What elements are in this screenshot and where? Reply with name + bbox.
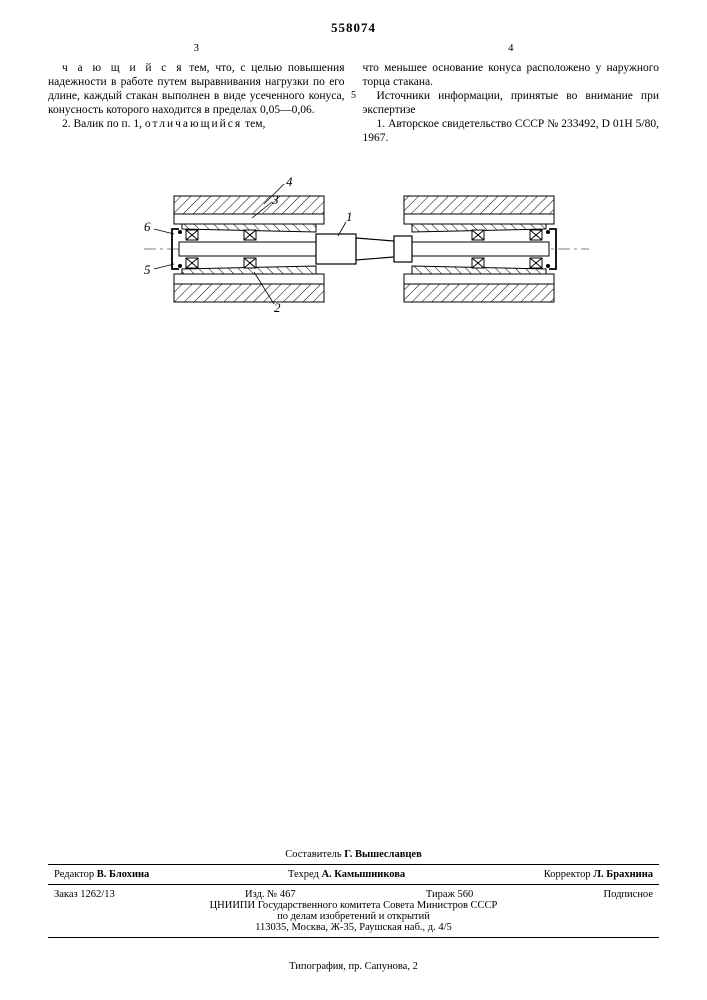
claim-2: 2. Валик по п. 1, отличающийся тем, — [48, 117, 345, 131]
izd-no: Изд. № 467 — [245, 889, 296, 900]
col-num-right: 4 — [363, 42, 660, 55]
mechanical-drawing: 4 3 1 2 6 5 — [94, 174, 614, 324]
left-column: 3 ч а ю щ и й с я тем, что, с целью повы… — [48, 42, 345, 146]
corrector: Корректор Л. Брахнина — [544, 869, 653, 880]
callout-6: 6 — [144, 219, 151, 234]
tirazh: Тираж 560 — [426, 889, 473, 900]
claim-1-cont: ч а ю щ и й с я тем, что, с целью повыше… — [48, 61, 345, 117]
address: 113035, Москва, Ж-35, Раушская наб., д. … — [48, 922, 659, 933]
col-num-left: 3 — [48, 42, 345, 55]
right-p1: что меньшее основание конуса расположено… — [363, 61, 660, 89]
org1: ЦНИИПИ Государственного комитета Совета … — [48, 900, 659, 911]
right-p2: Источники информации, принятые во вни­ма… — [363, 89, 660, 117]
right-p3: 1. Авторское свидетельство СССР № 233492… — [363, 117, 660, 145]
claim2-pre: 2. Валик по п. 1, — [62, 118, 145, 130]
callout-4: 4 — [286, 174, 293, 189]
callout-3: 3 — [271, 192, 279, 207]
claim-word: ч а ю щ и й с я — [62, 62, 183, 74]
compiler-name: Г. Вышеславцев — [344, 849, 421, 860]
podpisnoe: Подписное — [604, 889, 653, 900]
compiler-line: Составитель Г. Вышеславцев — [48, 849, 659, 860]
footer-block: Составитель Г. Вышеславцев Редактор В. Б… — [48, 849, 659, 942]
compiler-label: Составитель — [285, 849, 341, 860]
right-column: 4 что меньшее основание конуса расположе… — [363, 42, 660, 146]
figure: 4 3 1 2 6 5 — [48, 174, 659, 324]
line-marker-5: 5 — [351, 90, 356, 101]
typography-line: Типография, пр. Сапунова, 2 — [0, 961, 707, 972]
patent-number: 558074 — [48, 20, 659, 36]
claim2-word: отличающийся — [145, 118, 242, 130]
print-row: Заказ 1262/13 Изд. № 467 Тираж 560 Подпи… — [48, 889, 659, 900]
org2: по делам изобретений и открытий — [48, 911, 659, 922]
editor: Редактор В. Блохина — [54, 869, 149, 880]
techred: Техред А. Камышникова — [288, 869, 405, 880]
credits-row: Редактор В. Блохина Техред А. Камышников… — [48, 869, 659, 880]
claim2-post: тем, — [242, 118, 265, 130]
callout-5: 5 — [144, 262, 151, 277]
callout-2: 2 — [274, 300, 281, 315]
callout-1: 1 — [346, 209, 353, 224]
order-no: Заказ 1262/13 — [54, 889, 115, 900]
